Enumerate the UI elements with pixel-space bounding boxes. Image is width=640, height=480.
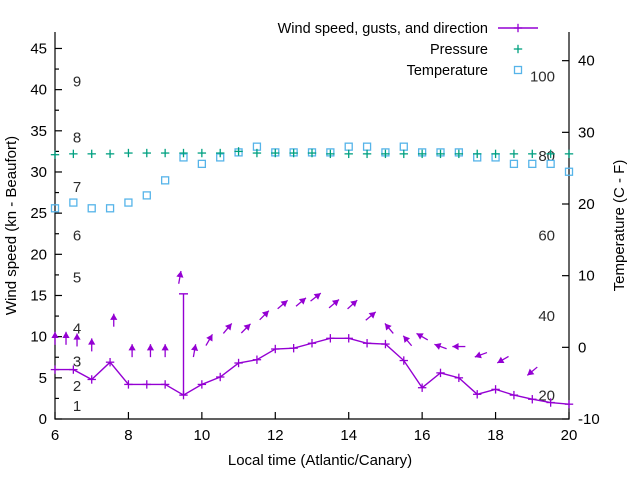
wind-direction-arrow [161, 344, 169, 358]
beaufort-label: 6 [73, 227, 81, 244]
beaufort-label: 1 [73, 398, 81, 415]
y-tick-label-left: 25 [30, 205, 47, 222]
wind-direction-arrow [51, 331, 59, 345]
y-tick-label-left: 35 [30, 123, 47, 140]
legend-label: Temperature [407, 63, 488, 79]
temperature-point [142, 191, 151, 200]
x-tick-label: 14 [340, 427, 357, 444]
temperature-point [399, 142, 408, 151]
beaufort-label: 5 [73, 269, 81, 286]
y-tick-label-right: 10 [578, 268, 595, 285]
wind-direction-arrow [62, 331, 70, 345]
temperature-point [197, 159, 207, 169]
beaufort-label: 2 [73, 378, 81, 395]
y-axis-title-right: Temperature (C - F) [611, 160, 628, 292]
wind-direction-arrow [310, 292, 322, 302]
x-axis-title: Local time (Atlantic/Canary) [228, 452, 412, 469]
wind-direction-arrow [176, 270, 184, 284]
temperature-point [362, 142, 372, 151]
wind-direction-arrow [416, 332, 429, 341]
y-tick-label-left: 0 [39, 411, 47, 428]
y-tick-label-right: -10 [578, 411, 600, 428]
temperature-point [546, 159, 555, 169]
temperature-point [344, 142, 353, 151]
y-tick-label-left: 5 [39, 370, 47, 387]
wind-direction-arrow [328, 299, 340, 309]
beaufort-label: 9 [73, 73, 81, 90]
wind-direction-arrow [277, 299, 289, 310]
temperature-point [105, 204, 115, 213]
y-tick-label-right: 40 [578, 53, 595, 70]
y-axis-title-left: Wind speed (kn - Beaufort) [3, 136, 20, 315]
wind-direction-arrow [347, 299, 358, 310]
y-tick-label-left: 45 [30, 40, 47, 57]
beaufort-label: 3 [73, 353, 81, 370]
wind-direction-arrow [295, 297, 307, 307]
wind-direction-arrow [240, 323, 251, 334]
wind-direction-arrow [222, 323, 233, 334]
wind-direction-arrow [452, 342, 466, 351]
x-tick-label: 18 [487, 427, 504, 444]
wind-direction-arrow [365, 311, 377, 321]
fahrenheit-label: 60 [538, 228, 555, 245]
legend-swatch-square [513, 65, 523, 75]
x-tick-label: 16 [414, 427, 431, 444]
beaufort-label: 8 [73, 129, 81, 146]
y-tick-label-left: 30 [30, 164, 47, 181]
axis-frame [54, 32, 570, 420]
temperature-point [528, 159, 537, 169]
fahrenheit-label: 100 [530, 68, 555, 85]
y-tick-label-left: 40 [30, 82, 47, 99]
y-tick-label-right: 30 [578, 124, 595, 141]
temperature-point [69, 198, 78, 207]
x-tick-label: 20 [561, 427, 578, 444]
y-tick-label-left: 10 [30, 329, 47, 346]
y-tick-label-left: 15 [30, 287, 47, 304]
wind-direction-arrow [434, 343, 447, 350]
temperature-point [564, 167, 574, 176]
y-tick-label-right: 20 [578, 196, 595, 213]
beaufort-label: 4 [73, 320, 81, 337]
wind-direction-arrow [73, 333, 81, 347]
legend-label: Pressure [430, 42, 488, 58]
wind-direction-arrow [146, 344, 155, 358]
wind-direction-arrow [88, 338, 96, 352]
y-tick-label-left: 20 [30, 246, 47, 263]
x-tick-label: 6 [51, 427, 59, 444]
wind-direction-arrow [191, 344, 199, 358]
temperature-point [87, 204, 96, 213]
x-tick-label: 12 [267, 427, 284, 444]
x-tick-label: 10 [194, 427, 211, 444]
temperature-point [509, 159, 519, 169]
x-tick-label: 8 [124, 427, 132, 444]
temperature-point [160, 176, 170, 185]
y-tick-label-right: 0 [578, 339, 586, 356]
fahrenheit-label: 40 [538, 308, 555, 325]
temperature-point [50, 204, 60, 213]
wind-direction-arrow [259, 310, 270, 321]
beaufort-label: 7 [73, 179, 81, 196]
wind-direction-arrow [474, 351, 488, 359]
wind-direction-arrow [402, 335, 413, 347]
wind-direction-arrow [128, 344, 136, 358]
wind-direction-arrow [384, 323, 394, 334]
wind-direction-arrow [496, 355, 509, 364]
wind-direction-arrow [526, 366, 538, 376]
temperature-point [124, 198, 133, 207]
legend-label: Wind speed, gusts, and direction [278, 21, 488, 37]
wind-direction-arrow [110, 313, 118, 327]
wind-direction-arrow [205, 333, 214, 346]
